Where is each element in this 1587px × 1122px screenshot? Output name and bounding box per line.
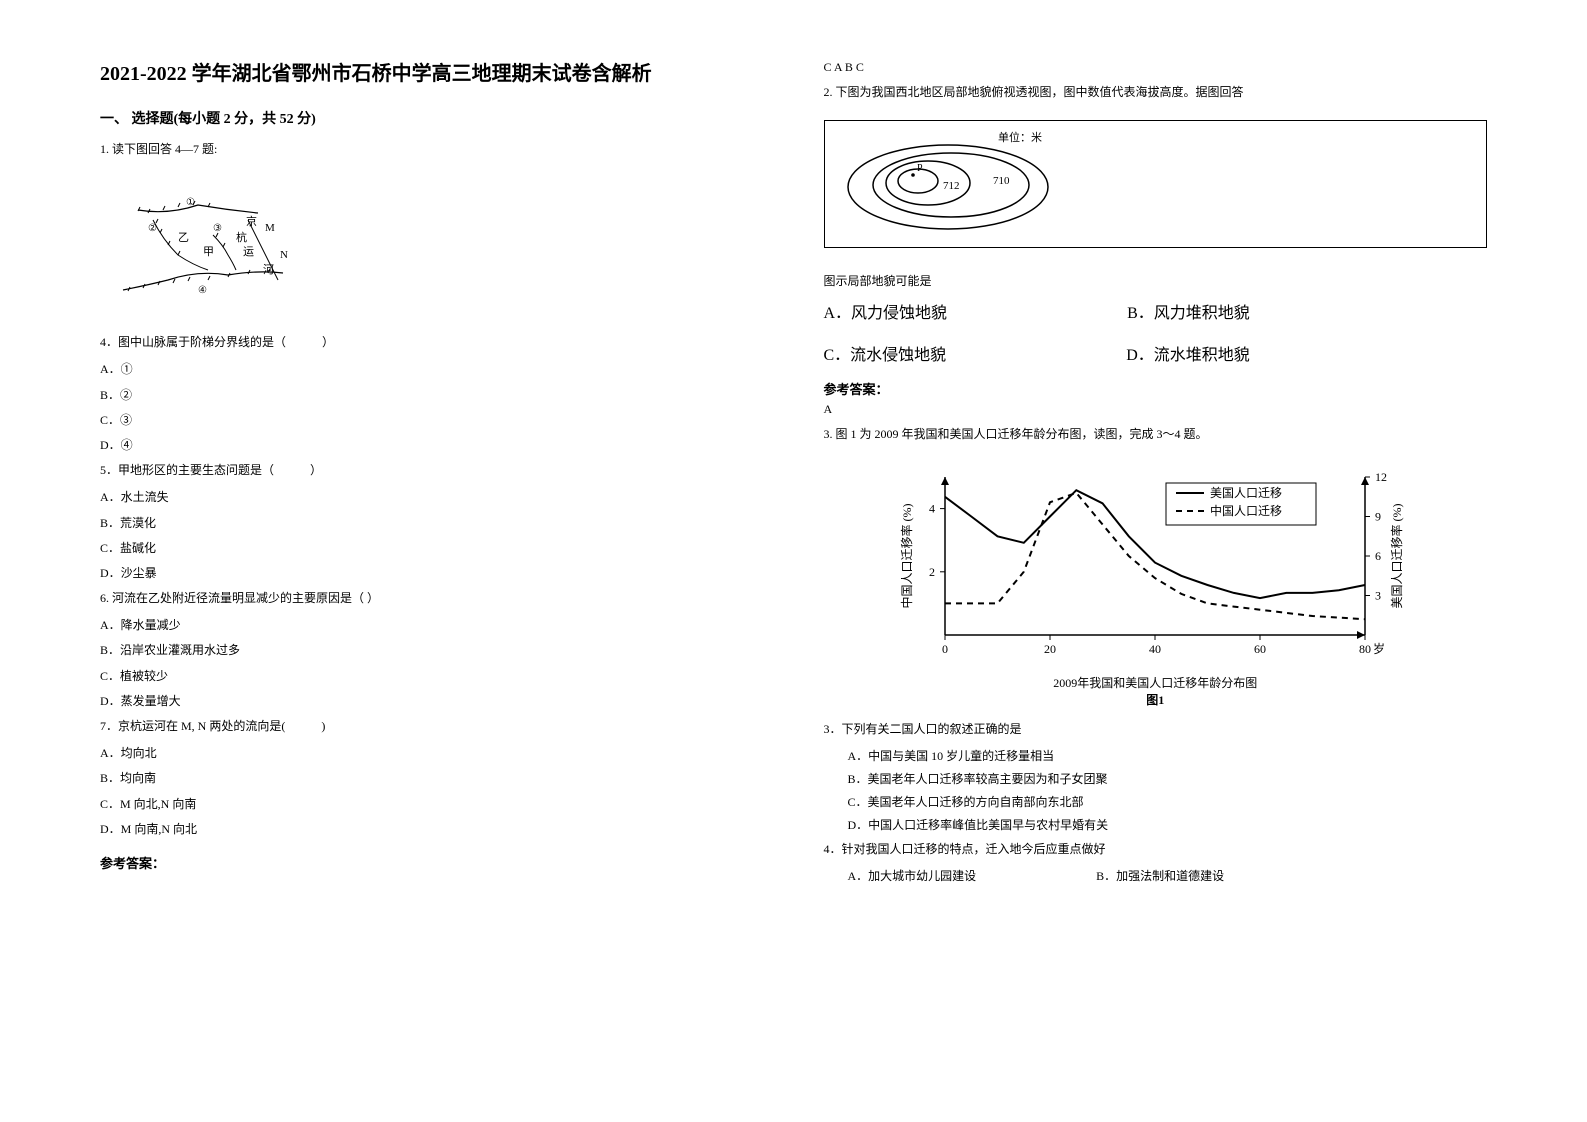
q2-opt-b: B．风力堆积地貌	[1127, 299, 1250, 323]
q4sub-opt-b: B．加强法制和道德建设	[1096, 867, 1224, 886]
q6-opt-b: B．沿岸农业灌溉用水过多	[100, 641, 764, 660]
marker-2: ②	[148, 223, 157, 234]
svg-text:6: 6	[1375, 549, 1381, 563]
q7-opt-b: B．均向南	[100, 769, 764, 788]
q5-stem: 5．甲地形区的主要生态问题是（ ）	[100, 461, 764, 480]
q2-answer: A	[824, 402, 1488, 417]
svg-text:中国人口迁移: 中国人口迁移	[1210, 503, 1282, 518]
q6-opt-c: C．植被较少	[100, 667, 764, 686]
label-M: M	[265, 222, 275, 234]
svg-text:4: 4	[929, 501, 935, 515]
label-jia: 甲	[203, 246, 214, 258]
contour-svg: 单位：米 P 712 710	[833, 129, 1063, 239]
migration-chart-svg: 0 20 40 60 80岁 2 4 3 6 9 12 中国人口迁移率 (%) 美国人口迁移率 (%) 美…	[895, 465, 1415, 665]
q3-stem: 3. 图 1 为 2009 年我国和美国人口迁移年龄分布图，读图，完成 3～4 …	[824, 425, 1488, 444]
right-column: C A B C 2. 下图为我国西北地区局部地貌俯视透视图，图中数值代表海拔高度…	[824, 60, 1488, 1062]
q4sub-opt-a: A．加大城市幼儿园建设	[848, 867, 977, 886]
q1-stem: 1. 读下图回答 4—7 题:	[100, 140, 764, 159]
label-yi: 乙	[178, 231, 189, 244]
map-svg: ① ② ③ ④ 乙 甲 京 杭 运 河 M N	[108, 185, 308, 315]
svg-text:20: 20	[1044, 642, 1056, 656]
q5-opt-b: B．荒漠化	[100, 514, 764, 533]
q2-row2: C．流水侵蚀地貌 D．流水堆积地貌	[824, 341, 1488, 365]
q6-opt-d: D．蒸发量增大	[100, 692, 764, 711]
q2-opt-a: A．风力侵蚀地貌	[824, 299, 948, 323]
svg-text:80: 80	[1359, 642, 1371, 656]
q7-stem: 7．京杭运河在 M, N 两处的流向是( )	[100, 717, 764, 736]
svg-text:12: 12	[1375, 470, 1387, 484]
q5-opt-a: A．水土流失	[100, 488, 764, 507]
q6-stem: 6. 河流在乙处附近径流量明显减少的主要原因是（ ）	[100, 589, 764, 608]
q3sub-opt-d: D．中国人口迁移率峰值比美国早与农村早婚有关	[848, 816, 1488, 835]
svg-text:40: 40	[1149, 642, 1161, 656]
point-p: P	[917, 163, 923, 174]
q2-contour-figure: 单位：米 P 712 710	[824, 120, 1488, 248]
svg-text:岁: 岁	[1373, 641, 1385, 656]
svg-text:中国人口迁移率 (%): 中国人口迁移率 (%)	[899, 503, 914, 608]
label-N: N	[280, 249, 288, 261]
q7-opt-c: C．M 向北,N 向南	[100, 795, 764, 814]
svg-text:美国人口迁移率 (%): 美国人口迁移率 (%)	[1389, 503, 1404, 608]
svg-text:60: 60	[1254, 642, 1266, 656]
q7-opt-d: D．M 向南,N 向北	[100, 820, 764, 839]
unit-label: 单位：米	[998, 130, 1042, 144]
q4-stem: 4．图中山脉属于阶梯分界线的是（ ）	[100, 333, 764, 352]
q3sub-opt-b: B．美国老年人口迁移率较高主要因为和子女团聚	[848, 770, 1488, 789]
label-jing: 京	[246, 214, 257, 228]
q4-opt-c: C．③	[100, 411, 764, 430]
marker-1: ①	[186, 197, 195, 208]
left-column: 2021-2022 学年湖北省鄂州市石桥中学高三地理期末试卷含解析 一、 选择题…	[100, 60, 764, 1062]
q3sub-opt-c: C．美国老年人口迁移的方向自南部向东北部	[848, 793, 1488, 812]
q4-opt-b: B．②	[100, 386, 764, 405]
svg-text:美国人口迁移: 美国人口迁移	[1210, 486, 1282, 500]
q3sub-stem: 3．下列有关二国人口的叙述正确的是	[824, 720, 1488, 739]
contour-712: 712	[943, 180, 960, 192]
q3-chart-figure: 0 20 40 60 80岁 2 4 3 6 9 12 中国人口迁移率 (%) 美国人口迁移率 (%) 美…	[824, 465, 1488, 708]
q2-answer-label: 参考答案：	[824, 379, 1488, 398]
q5-opt-c: C．盐碱化	[100, 539, 764, 558]
label-hang: 杭	[236, 230, 247, 244]
q2-sub-stem: 图示局部地貌可能是	[824, 272, 1488, 291]
q5-opt-d: D．沙尘暴	[100, 564, 764, 583]
q7-opt-a: A．均向北	[100, 744, 764, 763]
q6-opt-a: A．降水量减少	[100, 616, 764, 635]
q4sub-stem: 4．针对我国人口迁移的特点，迁入地今后应重点做好	[824, 840, 1488, 859]
q1-map-figure: ① ② ③ ④ 乙 甲 京 杭 运 河 M N	[100, 177, 764, 323]
q4-opt-a: A．①	[100, 360, 764, 379]
svg-text:2: 2	[929, 564, 935, 578]
q2-stem: 2. 下图为我国西北地区局部地貌俯视透视图，图中数值代表海拔高度。据图回答	[824, 83, 1488, 102]
svg-text:9: 9	[1375, 509, 1381, 523]
section-header: 一、 选择题(每小题 2 分，共 52 分)	[100, 108, 764, 128]
marker-3: ③	[213, 223, 222, 234]
q1-answer-label: 参考答案：	[100, 853, 764, 872]
q4-opt-d: D．④	[100, 436, 764, 455]
label-he: 河	[263, 263, 274, 276]
chart-caption: 2009年我国和美国人口迁移年龄分布图	[824, 674, 1488, 691]
q2-row1: A．风力侵蚀地貌 B．风力堆积地貌	[824, 299, 1488, 323]
q2-opt-d: D．流水堆积地貌	[1126, 341, 1250, 365]
svg-text:3: 3	[1375, 588, 1381, 602]
q1-answer: C A B C	[824, 60, 1488, 75]
q2-opt-c: C．流水侵蚀地貌	[824, 341, 947, 365]
marker-4: ④	[198, 285, 207, 296]
svg-text:0: 0	[942, 642, 948, 656]
q3sub-opt-a: A．中国与美国 10 岁儿童的迁移量相当	[848, 747, 1488, 766]
label-yun: 运	[243, 245, 254, 258]
contour-710: 710	[993, 175, 1010, 187]
exam-title: 2021-2022 学年湖北省鄂州市石桥中学高三地理期末试卷含解析	[100, 60, 764, 88]
chart-figlabel: 图1	[824, 691, 1488, 708]
